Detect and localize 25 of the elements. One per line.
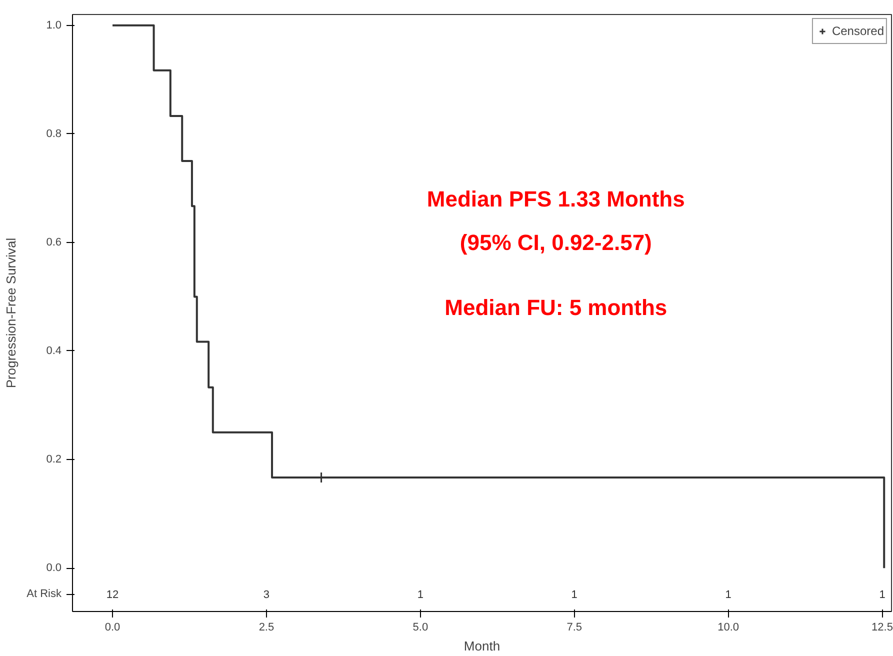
x-tick-label: 10.0 — [718, 622, 740, 634]
annotation: Median FU: 5 months — [444, 295, 668, 320]
y-tick-label: 0.2 — [46, 454, 62, 466]
y-axis-title: Progression-Free Survival — [4, 238, 19, 388]
annotation: (95% CI, 0.92-2.57) — [460, 230, 652, 255]
x-axis-title: Month — [464, 638, 500, 654]
y-tick-label: 0.0 — [46, 562, 62, 574]
annotation: 1 — [417, 589, 424, 602]
annotation: 1 — [879, 589, 886, 602]
annotation: 12 — [106, 589, 119, 602]
y-tick-label: 0.4 — [46, 344, 62, 357]
x-tick-label: 7.5 — [566, 622, 582, 634]
annotation: Median PFS 1.33 Months — [426, 186, 685, 212]
annotation: 1 — [571, 589, 578, 602]
y-tick-label: 0.8 — [46, 128, 62, 140]
annotation: 3 — [263, 589, 270, 602]
x-tick-label: 5.0 — [412, 622, 428, 634]
x-tick-label: 12.5 — [872, 622, 893, 634]
x-tick-label: 2.5 — [258, 622, 274, 634]
y-tick-label: 1.0 — [46, 19, 62, 32]
x-tick-label: 0.0 — [104, 622, 120, 634]
text: At Risk — [26, 588, 62, 600]
annotation: 1 — [725, 589, 732, 602]
y-tick-label: 0.6 — [46, 236, 62, 248]
legend-label: Censored — [832, 24, 884, 38]
